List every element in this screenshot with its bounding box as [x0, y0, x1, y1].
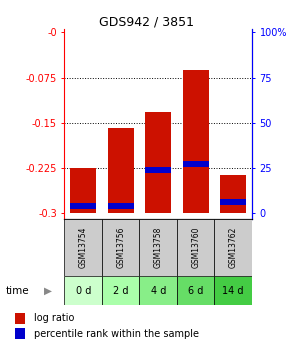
Bar	[108, 203, 134, 209]
Text: GSM13756: GSM13756	[116, 227, 125, 268]
Bar	[214, 219, 252, 276]
Text: 14 d: 14 d	[222, 286, 244, 296]
Bar	[70, 203, 96, 209]
Text: log ratio: log ratio	[33, 313, 74, 323]
Bar	[220, 199, 246, 205]
Text: ▶: ▶	[44, 286, 52, 296]
Text: time: time	[6, 286, 30, 296]
Bar	[108, 128, 134, 213]
Bar	[177, 276, 214, 305]
Bar	[183, 161, 209, 167]
Bar	[214, 276, 252, 305]
Bar	[145, 112, 171, 213]
Bar	[70, 168, 96, 213]
Text: 2 d: 2 d	[113, 286, 128, 296]
Text: 4 d: 4 d	[151, 286, 166, 296]
Bar	[102, 276, 139, 305]
Text: GSM13754: GSM13754	[79, 227, 88, 268]
Bar	[145, 167, 171, 173]
Bar	[64, 219, 102, 276]
Bar	[64, 276, 102, 305]
Text: GDS942 / 3851: GDS942 / 3851	[99, 16, 194, 29]
Bar	[15, 313, 25, 324]
Text: percentile rank within the sample: percentile rank within the sample	[33, 329, 199, 339]
Bar	[183, 70, 209, 213]
Text: 0 d: 0 d	[76, 286, 91, 296]
Text: GSM13758: GSM13758	[154, 227, 163, 268]
Bar	[177, 219, 214, 276]
Bar	[220, 175, 246, 213]
Text: GSM13762: GSM13762	[229, 227, 238, 268]
Bar	[15, 328, 25, 339]
Bar	[102, 219, 139, 276]
Bar	[139, 219, 177, 276]
Text: 6 d: 6 d	[188, 286, 203, 296]
Bar	[139, 276, 177, 305]
Text: GSM13760: GSM13760	[191, 227, 200, 268]
